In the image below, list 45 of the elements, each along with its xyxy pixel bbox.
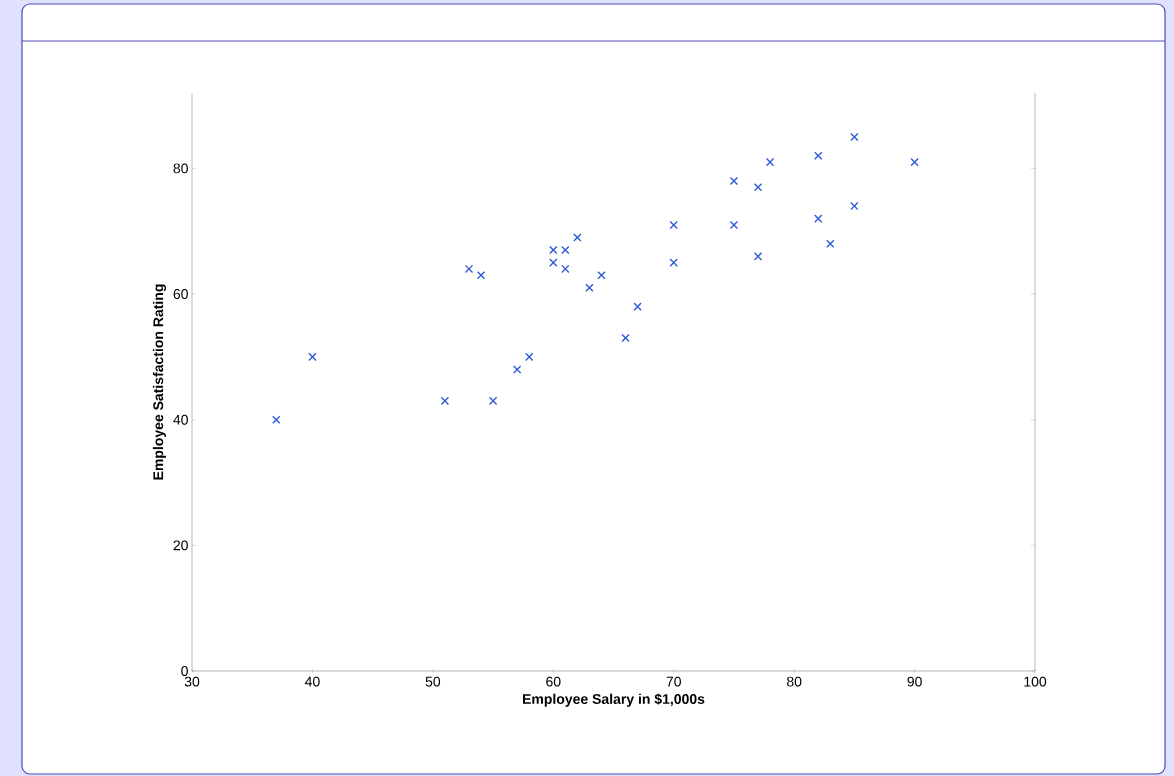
point — [476, 270, 486, 280]
point — [561, 264, 570, 274]
point — [910, 157, 919, 167]
y-tick-label: 60 — [173, 289, 188, 299]
point — [585, 283, 594, 292]
point — [597, 270, 606, 280]
point — [753, 183, 763, 192]
point — [488, 396, 498, 406]
x-axis-title: Employee Salary in $1,000s — [523, 693, 705, 707]
point — [464, 264, 474, 274]
point — [633, 302, 642, 311]
x-tick-label: 50 — [425, 676, 441, 687]
x-tick-label: 70 — [666, 676, 681, 687]
point — [549, 245, 558, 255]
point — [440, 396, 450, 406]
point — [272, 415, 281, 424]
point — [669, 220, 678, 230]
point — [524, 352, 534, 362]
y-tick-label: 80 — [173, 163, 188, 174]
point — [753, 252, 763, 261]
y-axis-title: Employee Satisfaction Rating — [152, 284, 167, 480]
point — [308, 352, 317, 362]
point — [729, 176, 739, 186]
y-tick-label: 20 — [173, 540, 188, 551]
point — [549, 258, 558, 267]
point — [512, 365, 522, 374]
x-tick-label: 60 — [546, 676, 561, 687]
point — [826, 239, 835, 249]
point — [814, 214, 823, 223]
point — [814, 151, 823, 161]
x-tick-label: 30 — [184, 676, 200, 687]
point — [573, 233, 582, 242]
point — [850, 201, 859, 211]
point — [765, 157, 775, 167]
point — [669, 258, 678, 267]
y-tick-label: 0 — [181, 666, 188, 676]
point — [729, 220, 739, 230]
x-tick-label: 40 — [304, 676, 320, 687]
point — [850, 132, 859, 142]
point — [621, 333, 630, 343]
x-tick-label: 80 — [786, 676, 802, 687]
y-tick-label: 40 — [173, 414, 188, 425]
x-tick-label: 90 — [907, 676, 922, 687]
point — [561, 245, 570, 255]
x-tick-label: 100 — [1024, 676, 1047, 687]
